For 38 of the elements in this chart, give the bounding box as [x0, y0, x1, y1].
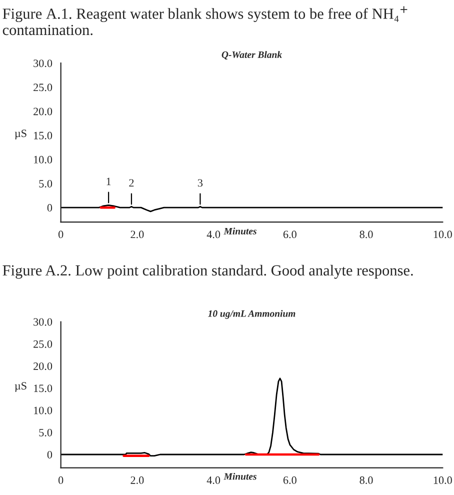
x-tick-label: 10.0 — [434, 476, 452, 484]
y-tick-label: 10.0 — [34, 156, 52, 164]
x-tick-label: 6.0 — [283, 476, 296, 484]
annotation: 3 — [198, 179, 203, 187]
y-tick-label: 5.0 — [39, 428, 52, 436]
y-axis-title: µS — [14, 130, 26, 140]
x-tick-label: 10.0 — [434, 230, 452, 238]
y-tick-label: 20.0 — [34, 362, 52, 370]
chart-title: Figure A.2. Low point calibration standard. Good analyte response. — [2, 264, 413, 279]
y-tick-label: 25.0 — [34, 340, 52, 348]
y-axis-title: µS — [14, 382, 26, 392]
x-tick-label: 8.0 — [360, 230, 373, 238]
y-tick-label: 30.0 — [34, 60, 52, 68]
y-tick-label: 10.0 — [34, 406, 52, 414]
x-tick-label: 0 — [58, 230, 64, 238]
line-series — [60, 378, 443, 457]
x-tick-label: 0 — [58, 476, 64, 484]
y-tick-label: 0 — [47, 204, 52, 212]
y-tick-label: 15.0 — [34, 132, 52, 140]
y-tick-label: 5.0 — [39, 180, 52, 188]
y-tick-label: 0 — [47, 450, 52, 458]
annotation: 1 — [106, 178, 111, 186]
x-axis-title: Minutes — [224, 228, 256, 234]
x-tick-label: 4.0 — [206, 476, 220, 484]
y-tick-label: 25.0 — [34, 84, 52, 92]
annotation: 2 — [129, 179, 134, 187]
x-tick-label: 6.0 — [283, 230, 296, 238]
x-axis-title: Minutes — [224, 472, 256, 480]
y-tick-label: 30.0 — [34, 318, 52, 326]
x-tick-label: 2.0 — [130, 230, 144, 238]
y-tick-label: 15.0 — [34, 384, 52, 392]
chart-title: Figure A.1. Reagent water blank shows system to be free of NH₄$^{+}$ contamination. — [2, 6, 408, 36]
x-tick-label: 2.0 — [130, 476, 144, 484]
y-tick-label: 20.0 — [34, 108, 52, 116]
chart-subtitle: Q-Water Blank — [222, 51, 282, 60]
x-tick-label: 4.0 — [206, 230, 220, 238]
x-tick-label: 8.0 — [360, 476, 373, 484]
chart-subtitle: 10 ug/mL Ammonium — [208, 310, 296, 319]
